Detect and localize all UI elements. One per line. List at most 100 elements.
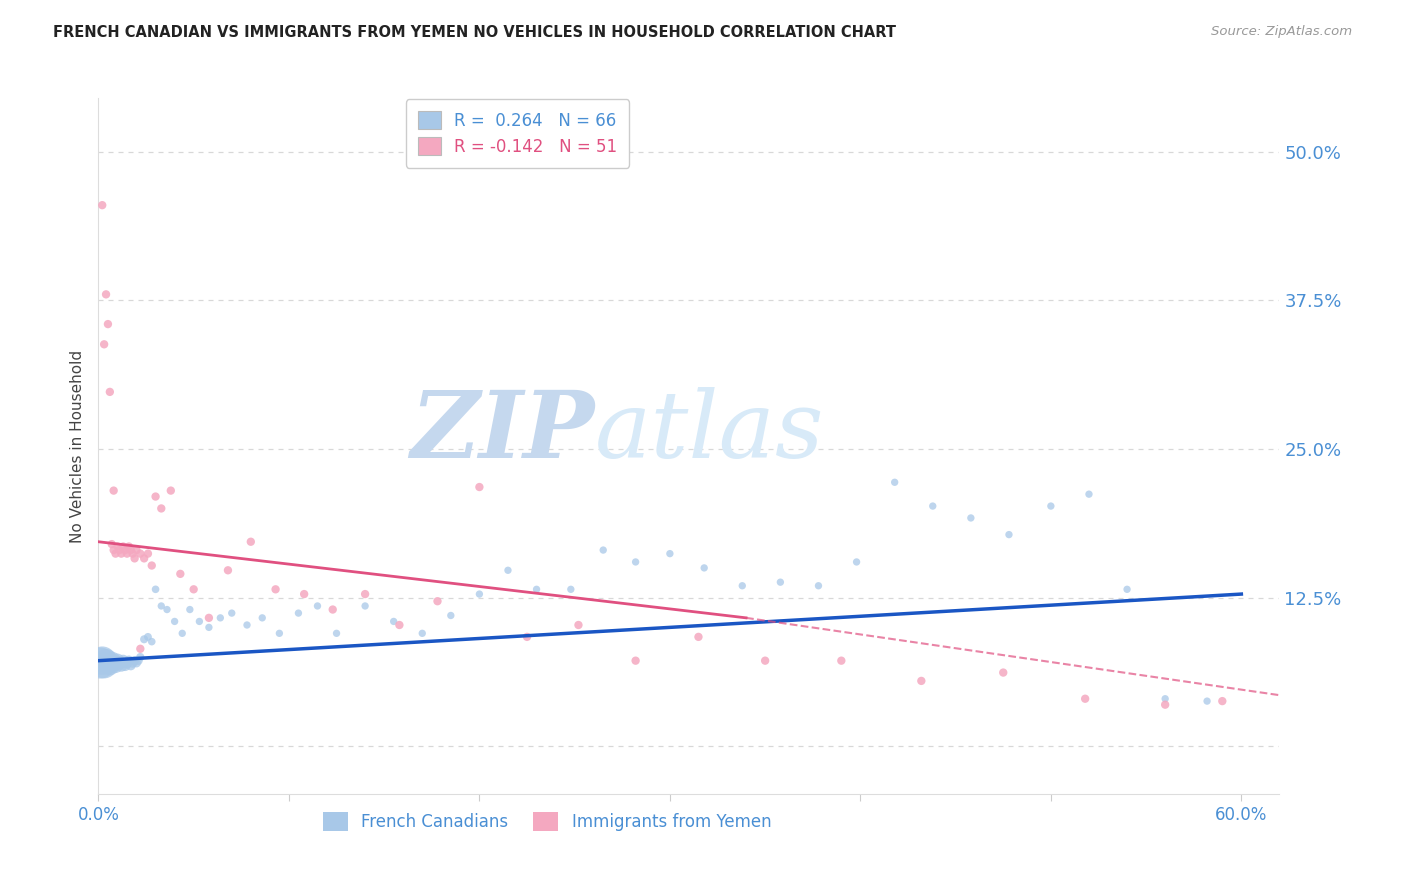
Point (183, 582, 205, 597)
Point (252, 611, 274, 625)
Point (91, 198, 114, 212)
Point (239, 534, 262, 549)
Point (108, 543, 131, 558)
Point (104, 547, 127, 561)
Point (1074, 691, 1097, 706)
Point (129, 641, 152, 656)
Point (883, 475, 905, 490)
Point (120, 543, 142, 558)
Point (830, 654, 852, 668)
Point (124, 551, 146, 566)
Point (658, 547, 681, 561)
Point (307, 599, 329, 613)
Point (150, 599, 173, 613)
Point (129, 650, 152, 665)
Point (468, 480, 491, 494)
Point (1211, 694, 1233, 708)
Point (693, 561, 716, 575)
Point (156, 602, 179, 616)
Point (516, 630, 538, 644)
Point (921, 499, 943, 513)
Point (121, 656, 143, 670)
Point (93, 337, 115, 351)
Point (567, 618, 589, 632)
Point (236, 618, 259, 632)
Point (115, 656, 138, 670)
Point (108, 656, 131, 670)
Point (845, 555, 868, 569)
Point (121, 547, 143, 561)
Point (287, 606, 309, 620)
Point (94, 654, 117, 668)
Point (624, 654, 647, 668)
Point (198, 620, 221, 634)
Point (624, 555, 647, 569)
Point (1154, 691, 1177, 706)
Point (769, 575, 792, 590)
Point (411, 626, 433, 640)
Point (141, 634, 163, 648)
Point (100, 654, 122, 668)
Text: ZIP: ZIP (411, 387, 595, 477)
Point (141, 558, 163, 573)
Point (145, 582, 167, 597)
Point (104, 658, 127, 673)
Point (100, 537, 122, 551)
Point (1197, 694, 1219, 708)
Point (98, 384, 121, 399)
Point (114, 658, 136, 673)
Point (198, 611, 221, 625)
Point (993, 665, 1015, 680)
Point (124, 654, 146, 668)
Point (94, 287, 117, 301)
Point (496, 563, 519, 577)
Point (169, 566, 191, 581)
Point (115, 547, 138, 561)
Point (560, 582, 582, 597)
Point (526, 582, 548, 597)
Point (217, 563, 239, 577)
Point (688, 630, 710, 644)
Point (145, 490, 167, 504)
Point (292, 587, 315, 601)
Point (112, 540, 135, 554)
Point (807, 579, 830, 593)
Point (112, 654, 135, 668)
Point (188, 615, 211, 629)
Point (172, 626, 194, 640)
Point (114, 543, 136, 558)
Legend: French Canadians, Immigrants from Yemen: French Canadians, Immigrants from Yemen (316, 805, 778, 838)
Point (1154, 698, 1177, 712)
Point (134, 632, 156, 647)
Point (468, 587, 491, 601)
Point (150, 501, 173, 516)
Point (91, 654, 114, 668)
Point (322, 602, 344, 616)
Y-axis label: No Vehicles in Household: No Vehicles in Household (70, 350, 86, 542)
Point (264, 582, 287, 597)
Point (120, 658, 142, 673)
Text: Source: ZipAtlas.com: Source: ZipAtlas.com (1212, 25, 1353, 38)
Point (1078, 487, 1101, 501)
Point (134, 551, 156, 566)
Point (89, 656, 111, 670)
Point (1116, 582, 1139, 597)
Point (103, 543, 125, 558)
Point (125, 656, 148, 670)
Point (98, 658, 121, 673)
Point (107, 540, 129, 554)
Point (998, 527, 1021, 541)
Point (136, 547, 159, 561)
Point (118, 654, 141, 668)
Point (1039, 499, 1062, 513)
Point (426, 594, 449, 608)
Point (125, 543, 148, 558)
Point (209, 611, 232, 625)
Point (159, 483, 181, 498)
Point (110, 547, 132, 561)
Point (382, 615, 405, 629)
Point (221, 606, 243, 620)
Point (97, 656, 120, 670)
Point (163, 615, 186, 629)
Text: FRENCH CANADIAN VS IMMIGRANTS FROM YEMEN NO VEHICLES IN HOUSEHOLD CORRELATION CH: FRENCH CANADIAN VS IMMIGRANTS FROM YEMEN… (53, 25, 897, 40)
